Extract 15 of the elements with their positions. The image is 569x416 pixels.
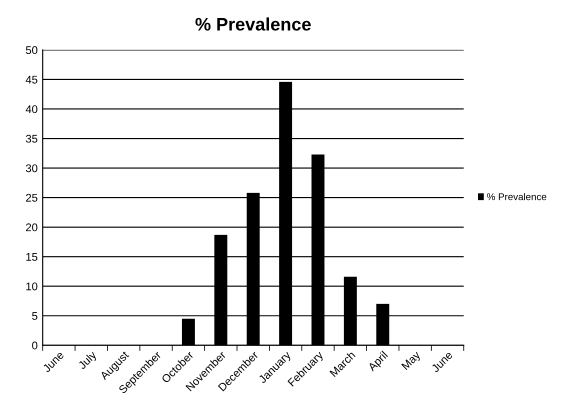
y-tick-label: 15	[26, 253, 38, 261]
legend-label: % Prevalence	[487, 193, 546, 200]
y-tick-label: 25	[26, 194, 38, 202]
x-tick-label: July	[77, 350, 99, 372]
x-tick-label: May	[401, 350, 422, 372]
y-tick-label: 30	[26, 164, 38, 172]
y-tick-label: 45	[26, 76, 38, 84]
y-tick-label: 50	[26, 46, 38, 54]
y-tick-label: 20	[26, 223, 38, 232]
y-tick-label: 40	[26, 105, 38, 114]
y-tick-label: 35	[26, 134, 38, 143]
y-tick-label: 10	[26, 282, 38, 290]
y-tick-label: 0	[32, 342, 38, 350]
y-tick-label: 5	[32, 312, 38, 320]
chart-title: % Prevalence	[195, 17, 311, 31]
